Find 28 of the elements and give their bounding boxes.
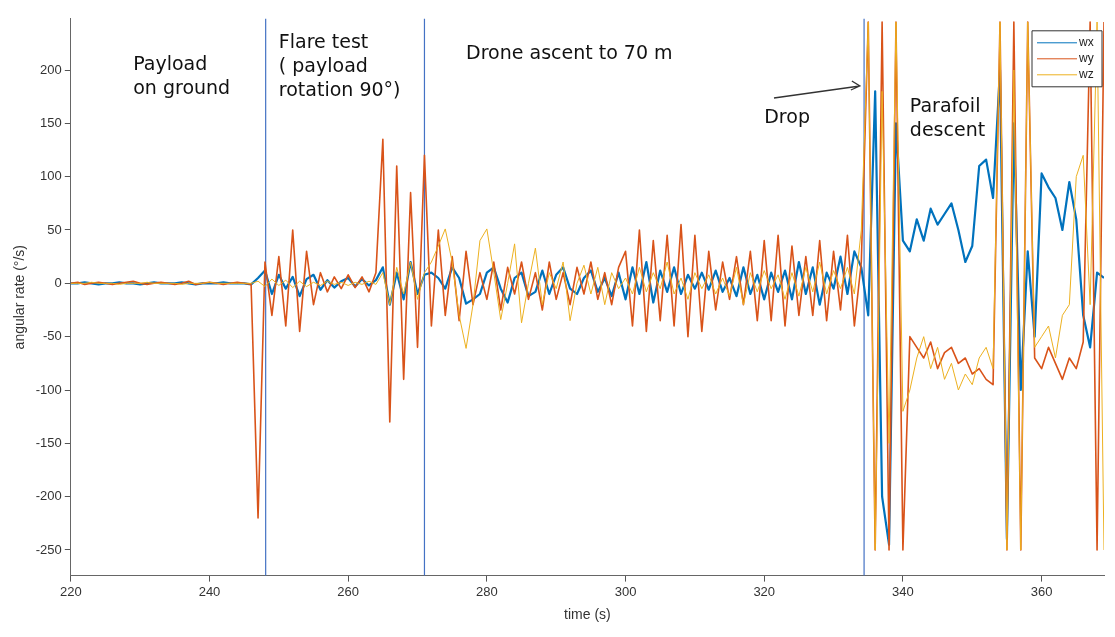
y-tick-label: -150 (35, 434, 62, 450)
y-tick-label: 0 (54, 274, 62, 290)
x-tick-label: 220 (59, 583, 82, 599)
x-axis-title: time (s) (564, 606, 611, 623)
x-tick-label: 280 (476, 583, 498, 599)
annotation: Drone ascent to 70 m (466, 40, 673, 63)
legend-label: wx (1078, 35, 1094, 50)
x-tick-label: 260 (337, 583, 360, 599)
y-tick-label: 150 (40, 114, 62, 130)
legend-label: wz (1078, 67, 1094, 82)
annotation: Flare test ( payload rotation 90°) (278, 30, 401, 101)
y-axis-title: angular rate (°/s) (11, 244, 28, 350)
y-tick-label: -250 (35, 541, 62, 557)
y-tick-label: -200 (35, 488, 62, 504)
y-tick-label: -100 (35, 381, 62, 397)
x-tick-label: 240 (198, 583, 221, 599)
y-tick-label: 50 (47, 221, 62, 237)
y-tick-label: 100 (40, 168, 62, 184)
legend-label: wy (1078, 51, 1094, 66)
x-tick-label: 360 (1030, 583, 1053, 599)
x-tick-label: 320 (753, 583, 776, 599)
x-tick-label: 340 (892, 583, 914, 599)
annotation: Parafoil descent (909, 94, 986, 141)
y-tick-label: 200 (40, 61, 62, 77)
x-tick-label: 300 (614, 583, 637, 599)
y-tick-label: -50 (43, 328, 62, 344)
annotation: Payload on ground (133, 51, 231, 98)
annotation: Drop (764, 104, 810, 127)
